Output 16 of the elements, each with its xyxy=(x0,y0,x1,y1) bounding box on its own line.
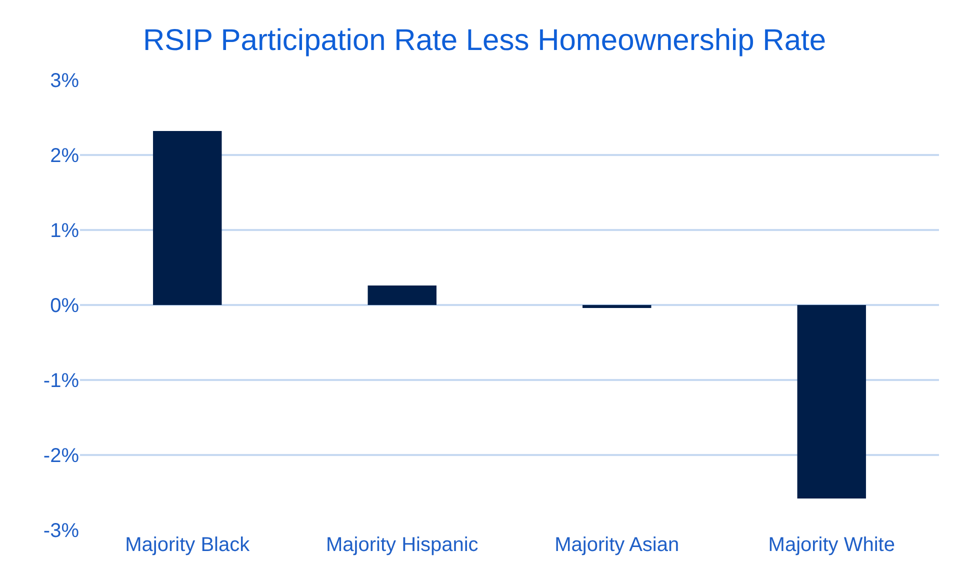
chart-title: RSIP Participation Rate Less Homeownership Rate xyxy=(142,24,826,57)
y-tick-label: -1% xyxy=(43,370,80,392)
x-tick-label: Majority Asian xyxy=(554,534,680,556)
y-tick-label: 1% xyxy=(50,220,80,242)
x-tick-label: Majority White xyxy=(768,534,895,556)
bar xyxy=(797,305,866,498)
y-tick-label: 3% xyxy=(50,70,80,92)
y-tick-label: 2% xyxy=(50,145,80,167)
y-tick-label: -3% xyxy=(43,520,80,542)
x-tick-label: Majority Hispanic xyxy=(326,534,478,556)
x-tick-label: Majority Black xyxy=(125,534,251,556)
bar xyxy=(368,286,436,305)
y-tick-label: -2% xyxy=(43,445,80,467)
y-tick-label: 0% xyxy=(50,295,80,317)
bar xyxy=(153,131,222,305)
bar xyxy=(582,305,652,308)
